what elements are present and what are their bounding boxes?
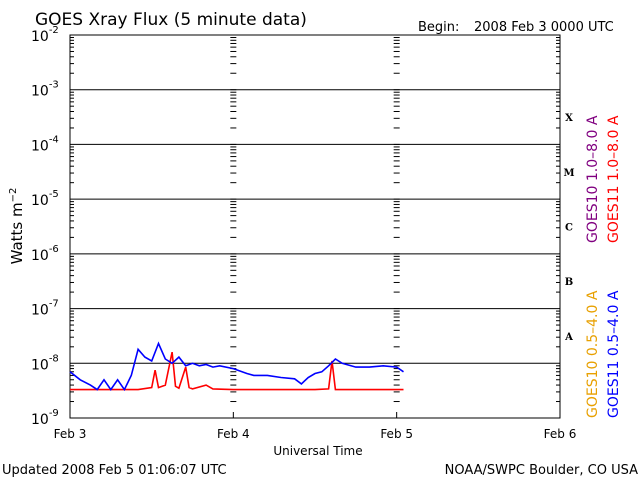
legend: GOES10 1.0–8.0 A GOES11 1.0–8.0 A GOES10 0…: [585, 115, 622, 418]
y-axis-label-unit: Watts m: [8, 202, 26, 264]
updated-timestamp: Updated 2008 Feb 5 01:06:07 UTC: [2, 463, 227, 478]
y-tick-base: 10: [31, 303, 49, 319]
begin-value: 2008 Feb 3 0000 UTC: [474, 20, 614, 35]
y-tick-label: 10-5: [31, 189, 59, 209]
y-tick-labels: 10-210-310-410-510-610-710-810-9: [31, 25, 59, 428]
plot-frame: [69, 34, 561, 419]
x-axis-label: Universal Time: [273, 444, 362, 458]
legend-entry: GOES11 1.0–8.0 A: [606, 115, 622, 243]
y-tick-label: 10-4: [31, 134, 59, 154]
y-tick-exp: -5: [49, 189, 59, 200]
flare-class-labels: X M C B A: [563, 113, 574, 343]
y-tick-exp: -4: [49, 134, 59, 145]
day-tick-columns: [230, 37, 400, 419]
legend-entry: GOES10 1.0–8.0 A: [585, 115, 601, 243]
y-tick-exp: -3: [49, 80, 59, 91]
flare-class-label: C: [565, 223, 573, 234]
y-tick-base: 10: [31, 29, 49, 45]
x-tick-label: Feb 5: [380, 427, 413, 441]
y-tick-exp: -6: [49, 244, 59, 255]
y-tick-label: 10-7: [31, 299, 59, 319]
flare-class-label: X: [565, 113, 573, 124]
y-tick-label: 10-8: [31, 353, 59, 373]
y-tick-base: 10: [31, 138, 49, 154]
x-tick-label: Feb 4: [217, 427, 250, 441]
y-tick-base: 10: [31, 84, 49, 100]
chart-title: GOES Xray Flux (5 minute data): [35, 10, 307, 30]
y-tick-label: 10-6: [31, 244, 59, 264]
legend-entry: GOES10 0.5–4.0 A: [585, 290, 601, 418]
y-tick-base: 10: [31, 193, 49, 209]
decade-gridlines: [70, 37, 560, 403]
y-axis-label: Watts m−2: [8, 188, 26, 265]
credit-text: NOAA/SWPC Boulder, CO USA: [445, 463, 638, 478]
y-tick-exp: -9: [49, 408, 59, 419]
y-tick-label: 10-3: [31, 80, 59, 100]
flare-class-label: A: [564, 332, 573, 343]
x-tick-label: Feb 3: [54, 427, 87, 441]
begin-label: Begin:: [418, 20, 459, 35]
series-line: [70, 351, 404, 391]
y-tick-exp: -7: [49, 299, 59, 310]
flare-class-label: M: [563, 168, 574, 179]
y-tick-label: 10-9: [31, 408, 59, 428]
y-tick-label: 10-2: [31, 25, 59, 45]
flare-class-label: B: [565, 277, 573, 288]
x-tick-label: Feb 6: [544, 427, 577, 441]
data-series: [69, 341, 404, 392]
y-tick-base: 10: [31, 248, 49, 264]
x-tick-labels: Feb 3 Feb 4 Feb 5 Feb 6: [54, 427, 577, 441]
legend-entry: GOES11 0.5–4.0 A: [606, 290, 622, 418]
y-tick-exp: -8: [49, 353, 59, 364]
series-line: [69, 341, 404, 392]
y-tick-base: 10: [31, 412, 49, 428]
y-tick-exp: -2: [49, 25, 59, 36]
y-axis-label-exp: −2: [8, 188, 19, 203]
y-tick-base: 10: [31, 357, 49, 373]
